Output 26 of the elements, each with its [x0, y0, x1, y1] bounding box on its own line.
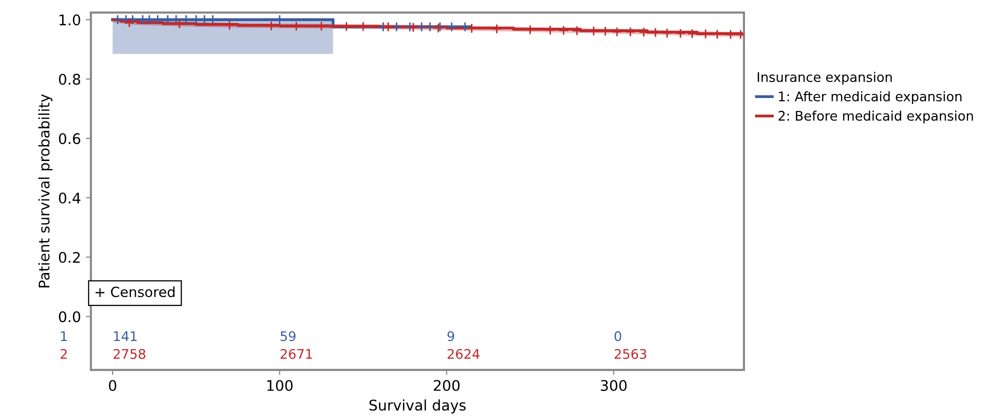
- text: 2: [60, 348, 67, 359]
- x-tick-label: 100: [267, 380, 293, 391]
- y-tick-label: 1.0: [60, 14, 80, 26]
- legend-label: 1: After medicaid expansion: [779, 91, 962, 104]
- y-tick-label: 0.0: [58, 311, 80, 322]
- annotation: 2758: [114, 348, 146, 359]
- annotation: + Censored: [96, 286, 174, 298]
- annotation: 9: [447, 331, 454, 342]
- x-tick-label: 300: [600, 380, 627, 391]
- y-axis-title: Patient survival probability: [38, 94, 52, 288]
- annotation: 141: [114, 331, 137, 341]
- x-axis-title: Survival days: [369, 399, 466, 414]
- annotation: 59: [280, 331, 296, 342]
- annotation: 0: [614, 331, 622, 342]
- annotation: 2563: [614, 348, 646, 359]
- y-tick-label: 0.8: [58, 74, 80, 85]
- y-tick-label: 0.4: [58, 192, 80, 204]
- y-tick-label: 0.6: [58, 133, 80, 144]
- annotation: 2671: [280, 348, 312, 359]
- annotation: 2624: [448, 348, 480, 359]
- x-tick-label: 200: [434, 380, 460, 391]
- legend-label: 2: Before medicaid expansion: [778, 110, 973, 124]
- legend-title: Insurance expansion: [758, 72, 892, 85]
- text: 1: [61, 331, 67, 341]
- x-tick-label: 0: [108, 380, 116, 391]
- y-tick-label: 0.2: [58, 252, 80, 263]
